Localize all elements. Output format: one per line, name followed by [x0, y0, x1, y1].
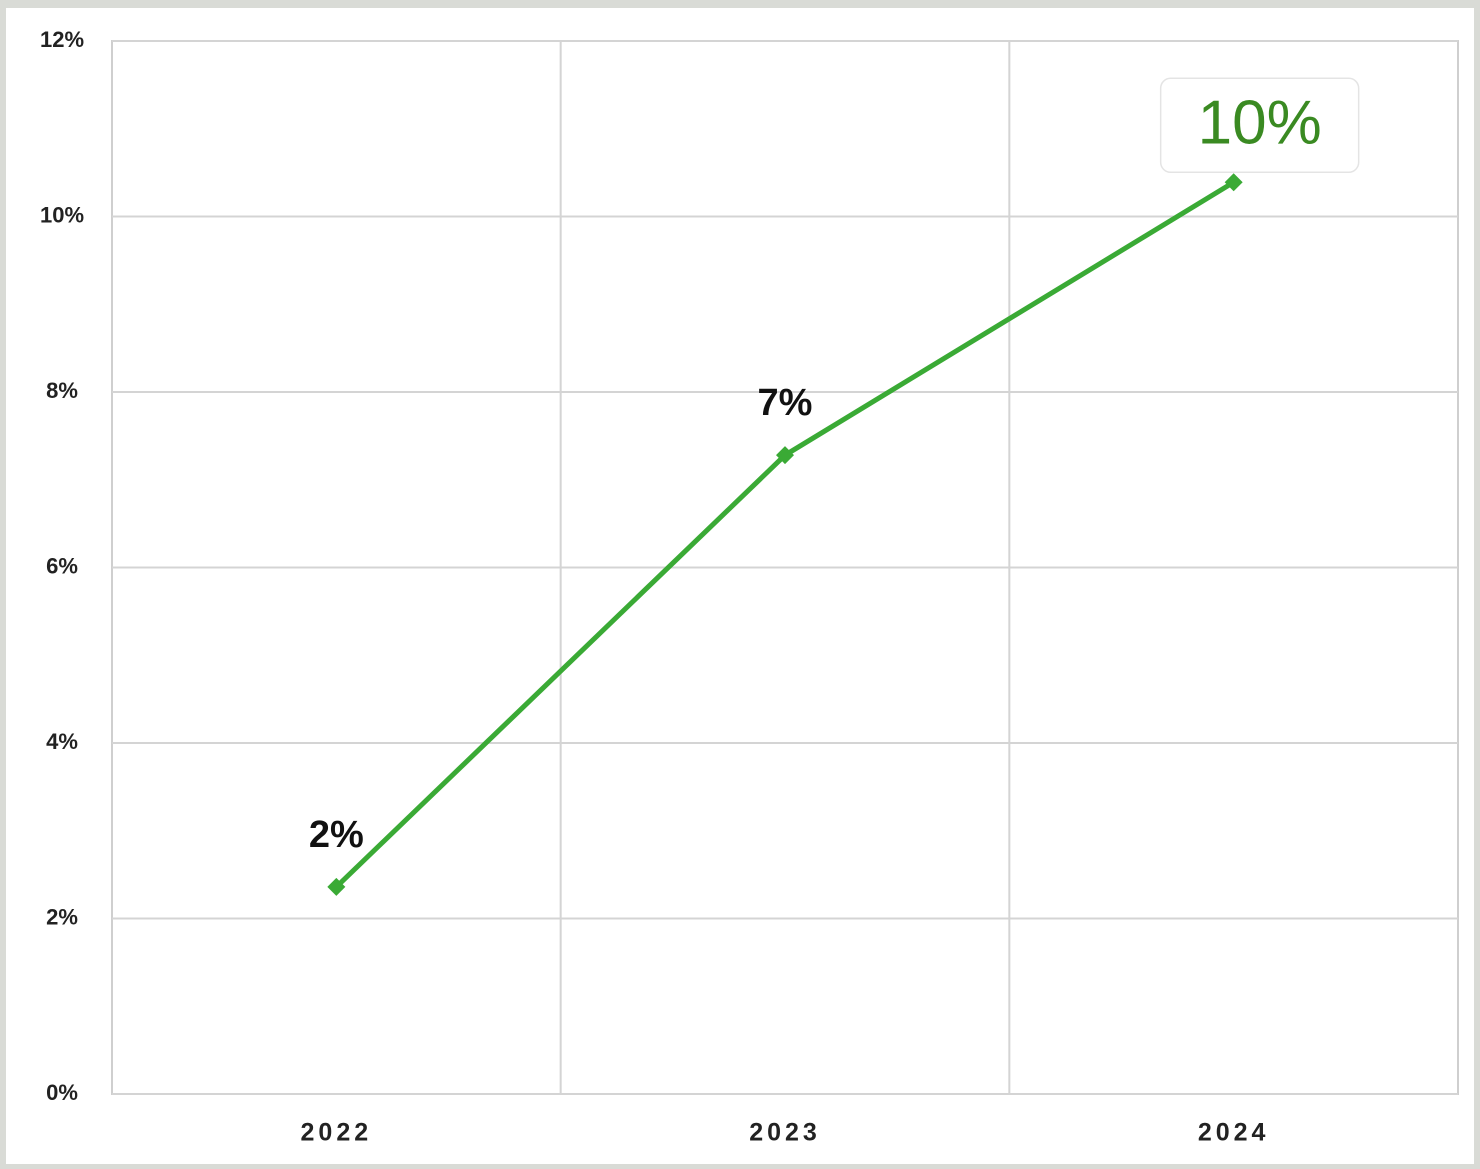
- x-tick-label: 2023: [749, 1119, 821, 1147]
- y-tick-label: 2%: [46, 904, 78, 929]
- value-label-box: [1159, 77, 1360, 174]
- y-tick-label: 6%: [46, 553, 78, 578]
- marker: [776, 446, 794, 465]
- y-tick-label: 10%: [40, 202, 84, 227]
- y-tick-label: 8%: [46, 378, 78, 403]
- value-label: 2%: [309, 814, 364, 856]
- value-label: 7%: [758, 382, 813, 424]
- y-tick-label: 0%: [46, 1080, 78, 1105]
- y-tick-label: 4%: [46, 729, 78, 754]
- marker: [327, 877, 346, 896]
- x-tick-label: 2024: [1198, 1119, 1270, 1147]
- marker: [1224, 173, 1243, 192]
- y-tick-label: 12%: [40, 27, 84, 52]
- value-label: 10%: [1198, 89, 1322, 158]
- x-tick-label: 2022: [301, 1119, 373, 1147]
